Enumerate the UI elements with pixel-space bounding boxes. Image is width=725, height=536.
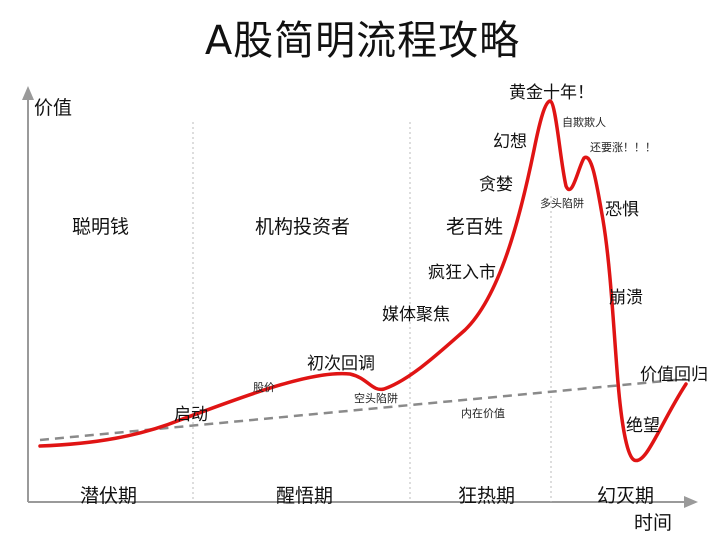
- page-title: A股简明流程攻略: [204, 18, 521, 64]
- stage-start: 启动: [174, 405, 208, 425]
- note-bull-trap: 多头陷阱: [540, 197, 584, 210]
- x-axis-label: 时间: [634, 512, 673, 534]
- phase-stealth: 潜伏期: [80, 485, 138, 507]
- phase-blowoff: 幻灭期: [597, 485, 655, 507]
- stage-value-return: 价值回归: [640, 365, 708, 385]
- x-axis-arrow-icon: [684, 496, 698, 508]
- note-bear-trap: 空头陷阱: [354, 392, 398, 405]
- stage-frenzy: 疯狂入市: [428, 263, 496, 283]
- stage-greed: 贪婪: [479, 175, 513, 195]
- stage-despair: 绝望: [626, 416, 660, 436]
- stage-collapse: 崩溃: [609, 288, 643, 308]
- stage-fear: 恐惧: [605, 200, 639, 220]
- stage-first-pullback: 初次回调: [307, 354, 375, 374]
- phase-awareness: 醒悟期: [276, 485, 334, 507]
- price-curve: [38, 99, 688, 463]
- intrinsic-value-line: [39, 377, 687, 442]
- note-stock-price: 股价: [253, 381, 275, 394]
- phase-mania: 狂热期: [458, 485, 516, 507]
- stage-golden-decade: 黄金十年！: [509, 83, 594, 103]
- note-self-deception: 自欺欺人: [562, 116, 606, 129]
- participant-smart-money: 聪明钱: [72, 216, 130, 238]
- stage-media-focus: 媒体聚焦: [382, 305, 450, 325]
- y-axis-arrow-icon: [22, 86, 34, 100]
- note-intrinsic-value: 内在价值: [461, 407, 505, 420]
- participant-institutions: 机构投资者: [255, 216, 351, 238]
- note-still-rising: 还要涨！！！: [590, 141, 656, 154]
- participant-public: 老百姓: [446, 216, 504, 238]
- stage-illusion: 幻想: [493, 132, 527, 152]
- y-axis-label: 价值: [34, 97, 73, 119]
